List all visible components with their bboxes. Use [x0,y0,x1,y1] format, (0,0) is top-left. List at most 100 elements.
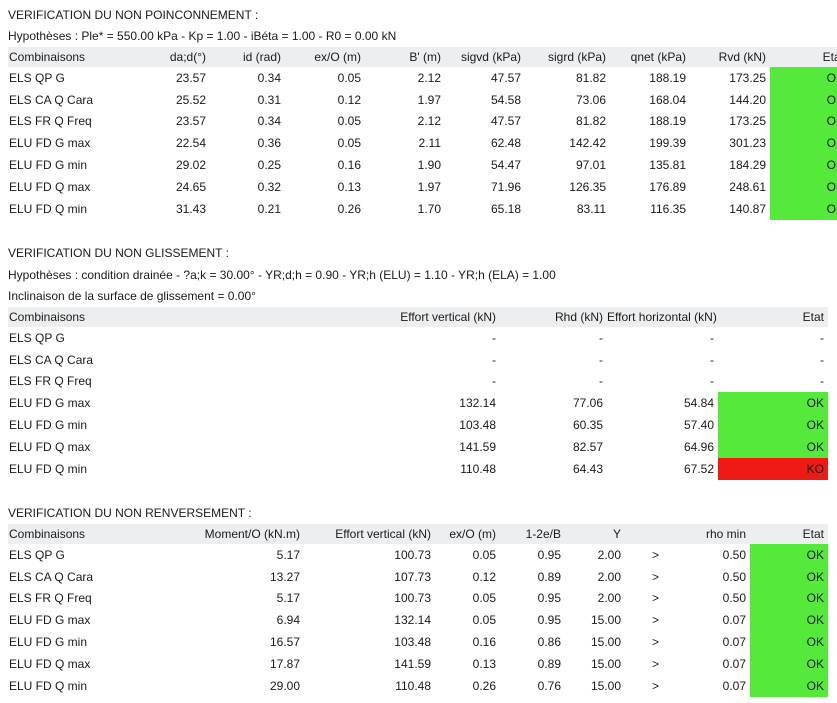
value-cell: - [599,352,603,367]
value-cell: 15.00 [590,656,621,671]
value-cell: 2.00 [597,569,621,584]
value-cell: 132.14 [459,396,496,411]
value-cell: 5.17 [276,591,300,606]
value-cell: 0.05 [337,114,361,129]
hypotheses-sliding: Hypothèses : condition drainée - ?a;k = … [8,268,556,282]
table-row: ELU FD Q max 17.87 141.59 0.13 0.89 15.00 >0.0… [8,652,828,675]
value-cell: 103.48 [394,635,431,650]
table-row: ELS QP G 23.57 0.34 0.05 2.12 47.57 81.82 188.1… [8,67,837,89]
value-cell: 17.87 [269,656,300,671]
value-cell: 16.57 [269,635,300,650]
value-cell: 23.57 [175,70,206,85]
column-header: Effort vertical (kN) [128,307,500,327]
status-cell: OK [770,175,837,198]
combination-cell: ELU FD Q max [9,656,91,671]
table-row: ELU FD Q max 141.59 82.57 64.96 OK [8,435,828,458]
value-cell: 248.61 [729,179,766,194]
status-cell: OK [770,154,837,176]
value-cell: 2.00 [597,591,621,606]
value-cell: 0.05 [472,547,496,562]
value-cell: 1.97 [417,179,441,194]
status-cell: OK [770,88,837,111]
value-cell: 73.06 [575,92,606,107]
value-cell: 29.02 [175,158,206,173]
table-row: ELS FR Q Freq - - - - [8,371,828,393]
combination-cell: ELU FD G min [9,635,88,650]
value-cell: 81.82 [575,114,606,129]
table-row: ELU FD G min 16.57 103.48 0.16 0.86 15.00 >0.0… [8,631,828,653]
column-header: ex/O (m) [435,524,500,544]
combination-cell: ELS FR Q Freq [9,114,92,129]
status-cell: OK [750,587,828,610]
value-cell: 2.12 [417,70,441,85]
value-cell: 0.36 [257,136,281,151]
combination-cell: ELS QP G [9,547,65,562]
value-cell: 110.48 [460,461,496,476]
value-cell: 141.59 [394,656,431,671]
status-cell: OK [718,414,828,436]
value-cell: 0.26 [337,201,361,216]
value-cell: 173.25 [729,114,766,129]
table-overturning: Combinaisons Moment/O (kN.m) Effort vertic… [8,524,828,697]
section-title-sliding: VERIFICATION DU NON GLISSEMENT : [8,246,229,260]
combination-cell: ELU FD G max [9,396,91,411]
value-cell: 144.20 [729,92,766,107]
status-cell: - [820,330,824,345]
status-cell: OK [770,132,837,155]
value-cell: 54.47 [490,158,521,173]
combination-cell: ELU FD G max [9,613,91,628]
table-row: ELS CA Q Cara 13.27 107.73 0.12 0.89 2.00 >0.5… [8,565,828,588]
table-row: ELS CA Q Cara - - - - [8,349,828,371]
status-cell: OK [750,631,828,653]
value-cell: 0.12 [472,569,496,584]
column-header: Etat [718,307,828,327]
value-cell: 0.12 [337,92,361,107]
value-cell: 67.52 [683,461,714,476]
table-header-row: Combinaisons Moment/O (kN.m) Effort vertic… [8,524,828,544]
value-cell: 82.57 [572,439,603,454]
value-cell: 83.11 [576,201,606,216]
value-cell: 62.48 [490,136,521,151]
value-cell: > [651,656,659,671]
value-cell: 1.70 [417,201,441,216]
value-cell: 47.57 [490,114,521,129]
value-cell: 64.96 [683,439,714,454]
column-header: Combinaisons [8,307,128,327]
table-header-row: Combinaisons Effort vertical (kN) Rhd (kN)… [8,307,828,327]
value-cell: 107.73 [394,569,431,584]
value-cell: 2.00 [597,547,621,562]
value-cell: 0.95 [537,547,561,562]
status-cell: OK [750,609,828,632]
column-header: rho min [690,524,750,544]
column-header: sigvd (kPa) [445,47,525,67]
value-cell: 0.95 [537,613,561,628]
column-header: ex/O (m) [285,47,365,67]
value-cell: 0.05 [337,70,361,85]
status-cell: OK [718,392,828,415]
value-cell: > [651,591,659,606]
combination-cell: ELU FD Q min [9,201,88,216]
value-cell: 0.16 [472,635,496,650]
status-cell: KO [718,457,828,480]
value-cell: 168.04 [649,92,686,107]
value-cell: 0.31 [257,92,281,107]
table-row: ELU FD Q min 29.00 110.48 0.26 0.76 15.00 >0.0… [8,674,828,697]
column-header: B' (m) [365,47,445,67]
value-cell: 184.29 [729,158,766,173]
table-row: ELU FD G min 103.48 60.35 57.40 OK [8,414,828,436]
value-cell: 64.43 [572,461,603,476]
column-header: qnet (kPa) [610,47,690,67]
value-cell: 0.05 [337,136,361,151]
column-header [625,524,690,544]
value-cell: 0.05 [472,591,496,606]
value-cell: 13.27 [269,569,300,584]
combination-cell: ELS QP G [9,70,65,85]
value-cell: 15.00 [590,613,621,628]
status-cell: OK [718,435,828,458]
combination-cell: ELU FD G max [9,136,91,151]
table-row: ELU FD Q min 110.48 64.43 67.52 KO [8,457,828,480]
value-cell: 6.94 [276,613,300,628]
value-cell: 0.89 [537,569,561,584]
column-header: da;d(°) [128,47,210,67]
status-cell: OK [770,67,837,89]
